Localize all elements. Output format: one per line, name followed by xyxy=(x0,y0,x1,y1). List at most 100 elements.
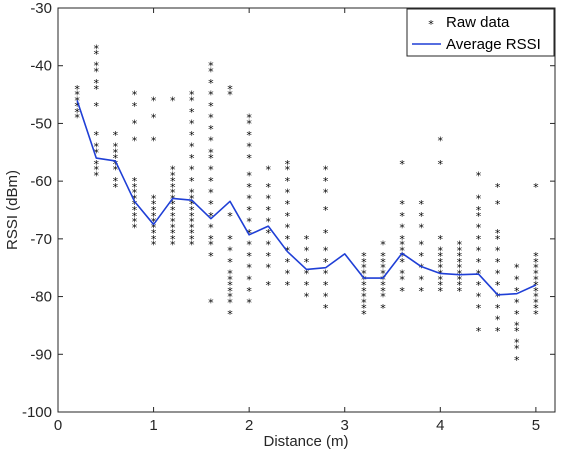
raw-data-point: * xyxy=(113,175,119,188)
raw-data-point: * xyxy=(457,285,463,298)
x-tick-label: 1 xyxy=(149,417,157,434)
raw-data-point: * xyxy=(514,343,520,356)
y-tick-label: -60 xyxy=(30,173,52,190)
raw-data-point: * xyxy=(170,175,176,188)
raw-data-point: * xyxy=(151,198,157,211)
raw-data-point: * xyxy=(151,216,157,229)
y-tick-label: -40 xyxy=(30,58,52,75)
raw-data-point: * xyxy=(170,94,176,107)
raw-data-point: * xyxy=(170,198,176,211)
raw-data-point: * xyxy=(132,89,138,102)
raw-data-point: * xyxy=(304,233,310,246)
raw-data-point: * xyxy=(399,239,405,252)
raw-data-point: * xyxy=(266,216,272,229)
raw-data-point: * xyxy=(476,221,482,234)
x-tick-label: 5 xyxy=(532,417,540,434)
raw-data-point: * xyxy=(323,279,329,292)
raw-data-point: * xyxy=(170,169,176,182)
raw-data-point: * xyxy=(208,100,214,113)
raw-data-point: * xyxy=(208,198,214,211)
raw-data-point: * xyxy=(514,273,520,286)
raw-data-point: * xyxy=(189,106,195,119)
x-tick-label: 3 xyxy=(341,417,349,434)
raw-data-point: * xyxy=(457,244,463,257)
raw-data-point: * xyxy=(189,187,195,200)
raw-data-point: * xyxy=(361,308,367,321)
raw-data-point: * xyxy=(246,117,252,130)
raw-data-point: * xyxy=(132,192,138,205)
x-tick-label: 0 xyxy=(54,417,62,434)
y-axis-ticks: -100 -90 -80 -70 -60 -50 -40 -30 xyxy=(22,0,555,421)
y-tick-label: -90 xyxy=(30,346,52,363)
raw-data-point: * xyxy=(227,308,233,321)
raw-data-point: * xyxy=(132,117,138,130)
raw-data-point: * xyxy=(495,233,501,246)
raw-data-point: * xyxy=(476,192,482,205)
raw-data-point: * xyxy=(514,262,520,275)
raw-data-point: * xyxy=(246,152,252,165)
raw-data-point: * xyxy=(361,279,367,292)
raw-data-point: * xyxy=(208,187,214,200)
raw-data-point: * xyxy=(285,267,291,280)
y-tick-label: -100 xyxy=(22,404,52,421)
raw-data-point: * xyxy=(189,239,195,252)
raw-data-point: * xyxy=(113,152,119,165)
raw-data-point: * xyxy=(323,164,329,177)
legend-raw-label: Raw data xyxy=(446,14,510,31)
raw-data-point: * xyxy=(93,65,99,78)
raw-data-point: * xyxy=(399,250,405,263)
raw-data-point: * xyxy=(438,244,444,257)
raw-data-point: * xyxy=(227,256,233,269)
raw-data-point: * xyxy=(438,273,444,286)
raw-data-point: * xyxy=(246,239,252,252)
raw-data-point: * xyxy=(189,233,195,246)
raw-data-point: * xyxy=(266,227,272,240)
raw-data-point: * xyxy=(399,221,405,234)
raw-data-point: * xyxy=(457,279,463,292)
raw-data-point: * xyxy=(246,262,252,275)
raw-data-point: * xyxy=(189,175,195,188)
y-tick-label: -70 xyxy=(30,231,52,248)
raw-data-point: * xyxy=(476,244,482,257)
raw-data-point: * xyxy=(93,77,99,90)
y-tick-label: -50 xyxy=(30,115,52,132)
raw-data-point: * xyxy=(380,302,386,315)
raw-data-point: * xyxy=(151,227,157,240)
raw-data-point: * xyxy=(246,285,252,298)
raw-data-point: * xyxy=(418,239,424,252)
raw-data-point: * xyxy=(304,267,310,280)
raw-data-point: * xyxy=(113,129,119,142)
raw-data-point: * xyxy=(246,216,252,229)
raw-data-point: * xyxy=(476,256,482,269)
raw-data-point: * xyxy=(495,291,501,304)
raw-data-point: * xyxy=(304,279,310,292)
raw-data-point: * xyxy=(113,146,119,159)
raw-data-point: * xyxy=(132,135,138,148)
raw-data-point: * xyxy=(208,60,214,73)
raw-data-point: * xyxy=(285,164,291,177)
raw-data-point: * xyxy=(495,279,501,292)
raw-data-point: * xyxy=(380,279,386,292)
raw-data-point: * xyxy=(476,279,482,292)
raw-data-point: * xyxy=(93,146,99,159)
raw-data-point: * xyxy=(246,192,252,205)
raw-data-point: * xyxy=(170,221,176,234)
raw-data-point: * xyxy=(285,187,291,200)
raw-data-point: * xyxy=(208,65,214,78)
raw-data-point: * xyxy=(74,106,80,119)
raw-data-point: * xyxy=(418,273,424,286)
raw-data-point: * xyxy=(457,262,463,275)
raw-data-points: ****************************************… xyxy=(74,42,539,367)
raw-data-point: * xyxy=(399,273,405,286)
raw-data-point: * xyxy=(246,273,252,286)
raw-data-point: * xyxy=(418,221,424,234)
raw-data-point: * xyxy=(151,239,157,252)
plot-area-frame xyxy=(57,7,556,413)
raw-data-point: * xyxy=(227,89,233,102)
y-tick-label: -80 xyxy=(30,289,52,306)
raw-data-point: * xyxy=(495,302,501,315)
x-axis-title: Distance (m) xyxy=(263,433,348,450)
y-tick-label: -30 xyxy=(30,0,52,17)
raw-data-point: * xyxy=(399,198,405,211)
